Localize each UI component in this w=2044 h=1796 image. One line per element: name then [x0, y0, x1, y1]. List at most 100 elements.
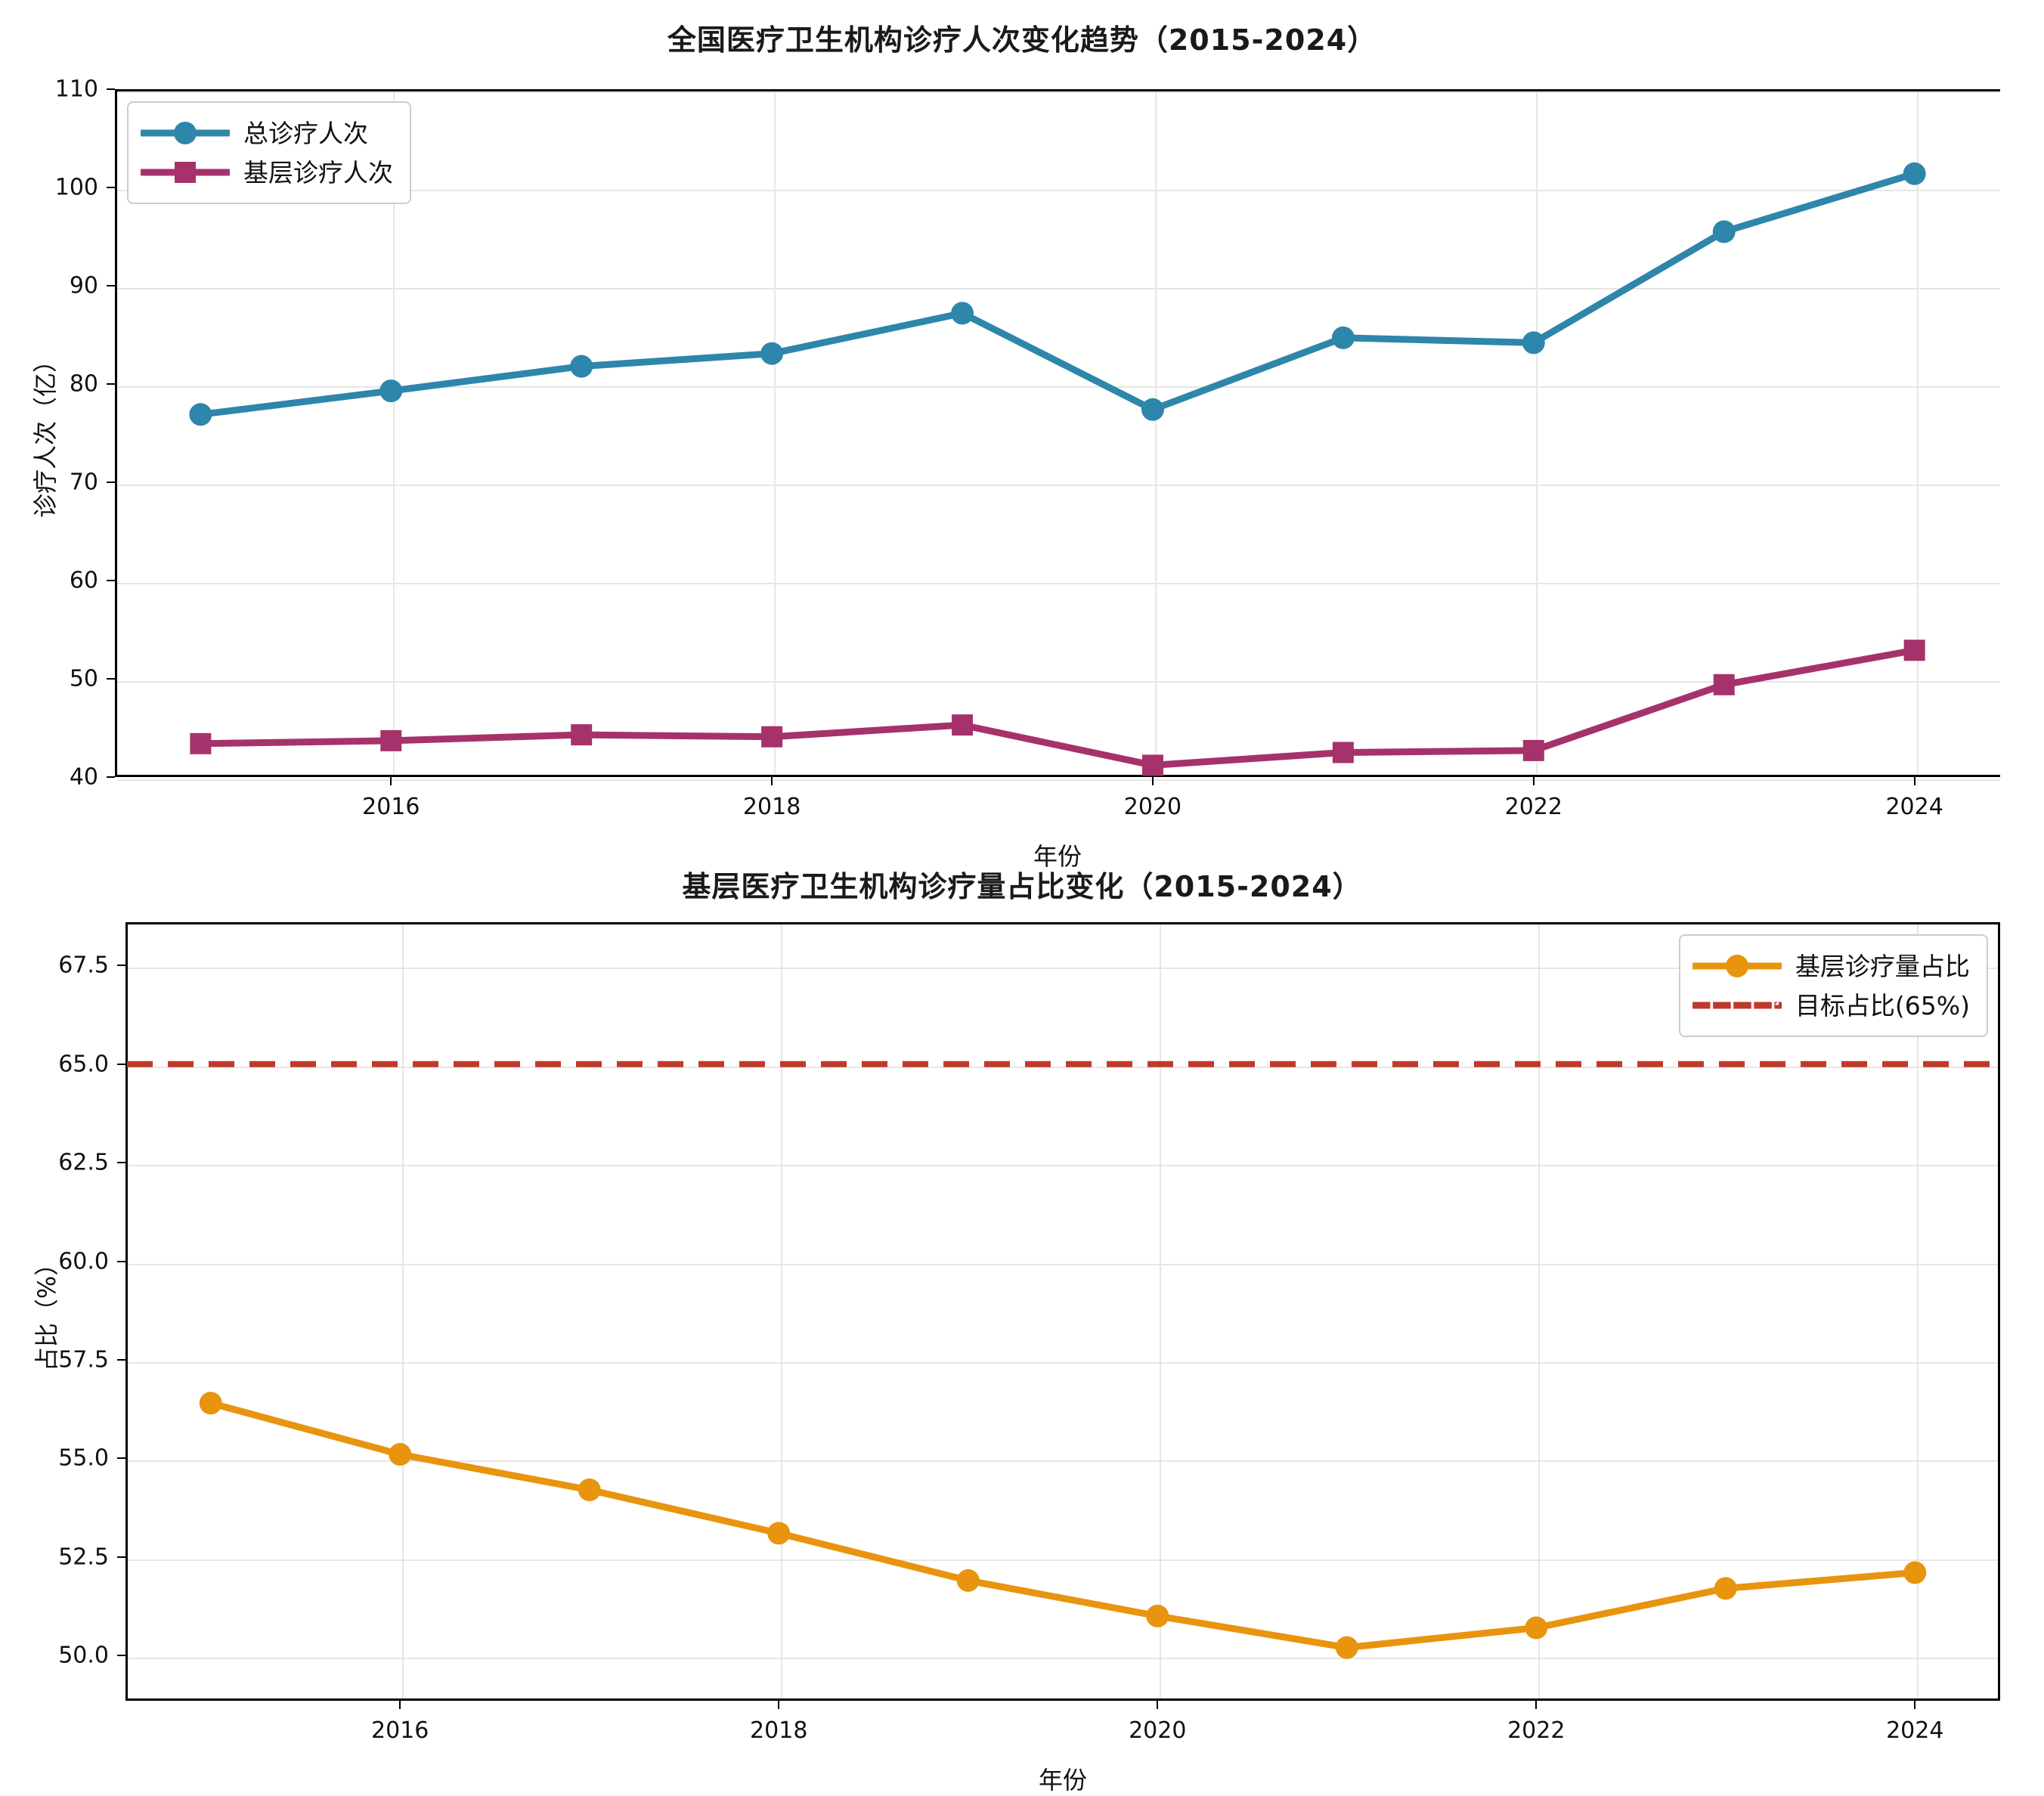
gridline-horizontal	[117, 485, 2000, 486]
data-point[interactable]	[389, 1443, 412, 1466]
x-tick-mark	[399, 1701, 401, 1709]
data-point[interactable]	[1522, 739, 1544, 761]
y-tick-mark	[107, 187, 115, 188]
data-point[interactable]	[1903, 1561, 1927, 1584]
y-tick-mark	[107, 285, 115, 286]
gridline-horizontal	[128, 1066, 1998, 1068]
gridline-vertical	[1538, 924, 1541, 1698]
data-point[interactable]	[380, 729, 402, 751]
legend-swatch	[1692, 955, 1782, 977]
x-tick-mark	[1914, 1701, 1916, 1709]
data-point[interactable]	[571, 724, 593, 746]
chart-2-legend: 基层诊疗量占比 目标占比(65%)	[1678, 934, 1988, 1037]
data-point[interactable]	[1146, 1604, 1169, 1627]
legend-label: 基层诊疗量占比	[1795, 951, 1970, 981]
legend-item[interactable]: 基层诊疗人次	[141, 153, 393, 192]
y-tick-label: 80	[69, 370, 98, 398]
legend-marker-circle	[174, 122, 197, 144]
data-point[interactable]	[1335, 1636, 1358, 1659]
data-point[interactable]	[1714, 1577, 1737, 1600]
series-line-1	[197, 170, 1919, 418]
legend-label: 总诊疗人次	[243, 118, 368, 148]
legend-item[interactable]: 目标占比(65%)	[1692, 986, 1970, 1025]
gridline-horizontal	[128, 1361, 1998, 1364]
x-tick-label: 2020	[1129, 1717, 1187, 1744]
y-tick-mark	[117, 1260, 125, 1262]
x-tick-mark	[390, 777, 392, 785]
x-tick-mark	[1535, 1701, 1538, 1709]
gridline-vertical	[1160, 924, 1162, 1698]
gridline-vertical	[1917, 924, 1919, 1698]
data-point[interactable]	[1141, 398, 1164, 421]
gridline-horizontal	[117, 583, 2000, 584]
x-tick-label: 2016	[371, 1717, 429, 1744]
legend-swatch	[141, 122, 230, 144]
y-tick-label: 100	[54, 174, 98, 201]
x-axis-label: 年份	[1038, 1766, 1088, 1794]
data-point[interactable]	[1712, 220, 1736, 243]
y-tick-mark	[107, 678, 115, 680]
y-tick-mark	[117, 1358, 125, 1361]
y-tick-label: 67.5	[58, 952, 109, 979]
x-tick-label: 2024	[1885, 794, 1943, 820]
data-point[interactable]	[1141, 754, 1163, 776]
data-point[interactable]	[956, 1568, 980, 1592]
gridline-horizontal	[117, 779, 2000, 781]
gridline-vertical	[1154, 91, 1157, 775]
y-axis-label: 占比（%）	[33, 1251, 61, 1372]
data-point[interactable]	[1522, 331, 1545, 355]
chart-2-title: 基层医疗卫生机构诊疗量占比变化（2015-2024）	[682, 870, 1362, 903]
gridline-vertical	[774, 91, 776, 775]
data-point[interactable]	[189, 403, 212, 426]
chart-1-series-layer	[189, 162, 1926, 776]
data-point[interactable]	[760, 342, 784, 365]
data-point[interactable]	[1331, 326, 1355, 349]
series-line-2	[197, 646, 1919, 769]
chart-1-panel: 40 50 60 70 80 90 100 110 2016 2018 2020 2022 2024 年份…	[0, 0, 2044, 871]
gridline-horizontal	[128, 968, 1998, 970]
y-tick-label: 65.0	[58, 1051, 109, 1078]
data-point[interactable]	[761, 726, 783, 748]
x-tick-mark	[771, 777, 773, 785]
legend-label: 基层诊疗人次	[243, 157, 393, 187]
y-tick-label: 50.0	[58, 1642, 109, 1669]
legend-item[interactable]: 基层诊疗量占比	[1692, 946, 1970, 986]
data-point[interactable]	[952, 714, 974, 736]
legend-marker-circle	[1725, 955, 1748, 977]
legend-label: 目标占比(65%)	[1795, 990, 1970, 1020]
data-point[interactable]	[1525, 1616, 1548, 1640]
data-point[interactable]	[951, 302, 974, 325]
y-tick-mark	[107, 88, 115, 90]
y-tick-label: 90	[69, 272, 98, 299]
legend-item[interactable]: 总诊疗人次	[141, 113, 393, 153]
data-point[interactable]	[570, 355, 593, 378]
legend-dashed-line	[1692, 1002, 1782, 1009]
y-tick-mark	[107, 580, 115, 581]
x-tick-mark	[778, 1701, 780, 1709]
y-tick-label: 110	[54, 76, 98, 103]
data-point[interactable]	[379, 379, 403, 403]
x-tick-label: 2016	[362, 794, 420, 820]
x-tick-label: 2018	[742, 794, 801, 820]
data-point[interactable]	[199, 1392, 222, 1415]
data-point[interactable]	[1903, 162, 1926, 185]
x-tick-label: 2020	[1123, 794, 1182, 820]
y-tick-label: 57.5	[58, 1346, 109, 1373]
data-point[interactable]	[1713, 674, 1735, 695]
data-point[interactable]	[767, 1522, 791, 1545]
data-point[interactable]	[578, 1478, 601, 1501]
y-tick-label: 40	[69, 763, 98, 791]
y-tick-mark	[117, 1556, 125, 1558]
data-point[interactable]	[1332, 742, 1354, 763]
gridline-horizontal	[117, 91, 2000, 93]
gridline-horizontal	[128, 1559, 1998, 1561]
data-point[interactable]	[1903, 639, 1925, 661]
data-point[interactable]	[190, 732, 212, 754]
y-tick-label: 55.0	[58, 1445, 109, 1472]
x-tick-label: 2018	[750, 1717, 808, 1744]
y-tick-label: 52.5	[58, 1544, 109, 1571]
x-tick-label: 2022	[1504, 794, 1562, 820]
x-tick-mark	[1151, 777, 1154, 785]
x-tick-mark	[1913, 777, 1915, 785]
